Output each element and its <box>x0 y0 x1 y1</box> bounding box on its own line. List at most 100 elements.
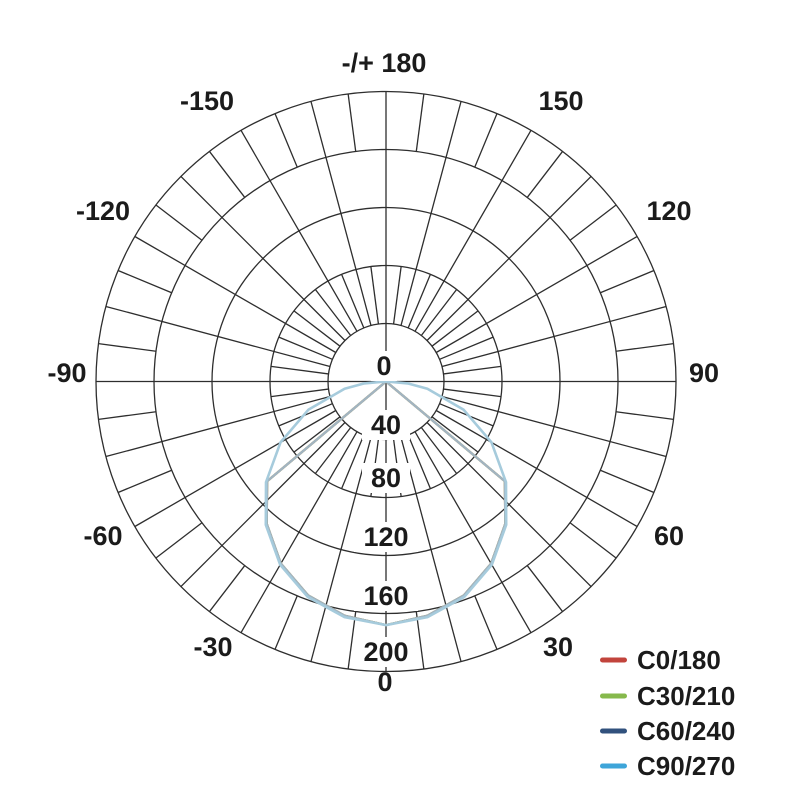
legend-label: C30/210 <box>637 681 735 711</box>
angle-tick-label: 0 <box>377 667 392 697</box>
grid-half-spoke <box>314 289 352 336</box>
grid-half-spoke <box>415 611 425 670</box>
grid-half-spoke <box>117 269 172 294</box>
grid-spoke <box>180 175 346 341</box>
grid-half-spoke <box>526 151 564 198</box>
radial-label-chip <box>354 522 418 552</box>
intensity-curves <box>264 380 508 627</box>
grid-spoke <box>240 130 358 332</box>
grid-spoke <box>105 395 331 458</box>
angle-tick-label: 90 <box>689 358 719 388</box>
grid-spoke <box>426 175 592 341</box>
angle-tick-label: 150 <box>538 86 583 116</box>
grid-half-spoke <box>341 274 365 329</box>
grid-half-spoke <box>155 204 203 241</box>
grid-half-spoke <box>341 434 365 489</box>
angle-tick-labels: -/+ 180 -150 150 -120 120 -90 90 -60 60 -30 30 0 <box>47 48 719 697</box>
radial-label-chip <box>362 463 410 493</box>
legend-swatch-C60-240 <box>600 728 627 734</box>
grid-half-spoke <box>293 310 341 347</box>
angle-tick-label: -150 <box>180 86 234 116</box>
curve-C90-270 <box>264 380 508 627</box>
grid-spoke <box>134 409 337 528</box>
angle-tick-label: 30 <box>543 632 573 662</box>
grid-half-spoke <box>431 416 479 453</box>
legend: C0/180 C30/210 C60/240 C90/270 <box>600 645 735 781</box>
grid-half-spoke <box>415 93 425 152</box>
radial-label-chip <box>362 410 410 440</box>
legend-swatch-C30-210 <box>600 693 627 699</box>
grid-half-spoke <box>600 469 655 494</box>
grid-half-spoke <box>600 269 655 294</box>
grid-spoke <box>180 422 346 588</box>
grid-half-spoke <box>98 411 157 420</box>
polar-grid <box>95 90 677 673</box>
grid-half-spoke <box>615 343 674 352</box>
grid-half-spoke <box>347 93 357 152</box>
grid-spoke <box>441 305 667 368</box>
radial-tick-label: 160 <box>363 581 408 611</box>
radial-label-chip <box>354 581 418 611</box>
grid-half-spoke <box>474 595 498 650</box>
grid-spoke <box>134 235 337 354</box>
legend-swatch-C90-270 <box>600 763 627 769</box>
angle-tick-label: -60 <box>83 521 122 551</box>
radial-tick-labels: 0 40 80 120 160 200 <box>354 351 418 667</box>
grid-spoke <box>435 235 638 354</box>
grid-spoke <box>400 437 462 662</box>
grid-half-spoke <box>407 274 431 329</box>
grid-half-spoke <box>314 427 352 474</box>
radial-label-chip <box>371 351 397 381</box>
grid-half-spoke <box>569 204 617 241</box>
grid-half-spoke <box>208 565 246 612</box>
grid-spoke <box>310 101 372 326</box>
radial-tick-label: 120 <box>363 522 408 552</box>
legend-swatch-C0-180 <box>600 657 627 663</box>
grid-half-spoke <box>420 427 458 474</box>
radial-label-chip <box>354 637 418 667</box>
grid-spoke <box>435 409 638 528</box>
grid-half-spoke <box>439 336 494 360</box>
grid-half-spoke <box>615 411 674 420</box>
legend-label: C0/180 <box>637 645 721 675</box>
grid-half-spoke <box>274 595 298 650</box>
angle-tick-label: -/+ 180 <box>342 48 427 78</box>
grid-half-spoke <box>526 565 564 612</box>
grid-half-spoke <box>420 289 458 336</box>
angle-tick-label: 60 <box>654 521 684 551</box>
grid-half-spoke <box>155 522 203 559</box>
angle-tick-label: -30 <box>193 632 232 662</box>
grid-spoke <box>105 305 331 368</box>
legend-label: C90/270 <box>637 751 735 781</box>
grid-spoke <box>240 431 358 633</box>
grid-spoke <box>310 437 372 662</box>
grid-half-spoke <box>270 365 329 375</box>
grid-half-spoke <box>278 336 333 360</box>
grid-half-spoke <box>370 266 380 325</box>
grid-spoke <box>414 130 532 332</box>
grid-half-spoke <box>431 310 479 347</box>
legend-label: C60/240 <box>637 716 735 746</box>
radial-tick-label: 80 <box>371 463 401 493</box>
grid-half-spoke <box>407 434 431 489</box>
angle-tick-label: -120 <box>76 196 130 226</box>
grid-half-spoke <box>98 343 157 352</box>
grid-half-spoke <box>347 611 357 670</box>
grid-spoke <box>441 395 667 458</box>
grid-half-spoke <box>270 388 329 398</box>
grid-spoke <box>414 431 532 633</box>
angle-tick-label: 120 <box>646 196 691 226</box>
grid-half-spoke <box>392 266 402 325</box>
grid-spoke <box>400 101 462 326</box>
grid-half-spoke <box>474 113 498 168</box>
radial-tick-label: 200 <box>363 637 408 667</box>
grid-half-spoke <box>274 113 298 168</box>
angle-tick-label: -90 <box>47 358 86 388</box>
grid-spoke <box>426 422 592 588</box>
grid-half-spoke <box>443 388 502 398</box>
grid-half-spoke <box>293 416 341 453</box>
radial-tick-label: 0 <box>376 351 391 381</box>
grid-half-spoke <box>569 522 617 559</box>
